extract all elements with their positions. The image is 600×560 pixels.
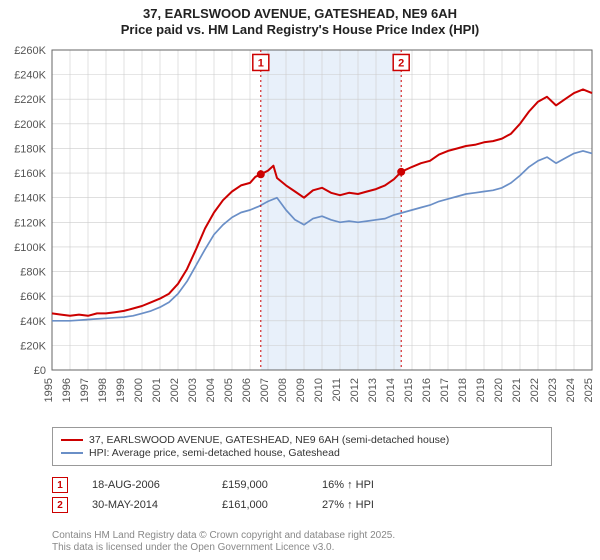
footer-attribution: Contains HM Land Registry data © Crown c… <box>52 530 395 554</box>
svg-text:2013: 2013 <box>367 378 379 402</box>
svg-text:2005: 2005 <box>223 378 235 402</box>
svg-text:2014: 2014 <box>385 378 397 402</box>
svg-text:2020: 2020 <box>493 378 505 402</box>
sale-diff: 27% ↑ HPI <box>322 499 442 511</box>
footer-line: Contains HM Land Registry data © Crown c… <box>52 530 395 542</box>
sales-table: 1 18-AUG-2006 £159,000 16% ↑ HPI 2 30-MA… <box>52 473 442 517</box>
legend-item: 37, EARLSWOOD AVENUE, GATESHEAD, NE9 6AH… <box>61 434 543 446</box>
svg-text:£260K: £260K <box>14 45 46 57</box>
svg-text:£20K: £20K <box>20 340 46 352</box>
sale-date: 18-AUG-2006 <box>92 479 222 491</box>
table-row: 2 30-MAY-2014 £161,000 27% ↑ HPI <box>52 497 442 513</box>
svg-text:2018: 2018 <box>457 378 469 402</box>
legend-swatch <box>61 439 83 442</box>
chart-container: 37, EARLSWOOD AVENUE, GATESHEAD, NE9 6AH… <box>0 0 600 560</box>
svg-text:2017: 2017 <box>439 378 451 402</box>
svg-text:2021: 2021 <box>511 378 523 402</box>
svg-text:2009: 2009 <box>295 378 307 402</box>
svg-text:2024: 2024 <box>565 378 577 402</box>
svg-text:2012: 2012 <box>349 378 361 402</box>
svg-text:2016: 2016 <box>421 378 433 402</box>
svg-text:2010: 2010 <box>313 378 325 402</box>
svg-text:2007: 2007 <box>259 378 271 402</box>
svg-text:2025: 2025 <box>583 378 595 402</box>
table-row: 1 18-AUG-2006 £159,000 16% ↑ HPI <box>52 477 442 493</box>
sale-marker-1: 1 <box>52 477 68 493</box>
svg-text:2022: 2022 <box>529 378 541 402</box>
chart-area: £0 £20K £40K £60K £80K £100K £120K £140K £160K £1… <box>0 40 600 420</box>
svg-text:2011: 2011 <box>331 378 343 402</box>
svg-text:£100K: £100K <box>14 242 46 254</box>
svg-text:£40K: £40K <box>20 316 46 328</box>
svg-text:£120K: £120K <box>14 217 46 229</box>
svg-text:2003: 2003 <box>187 378 199 402</box>
svg-text:1995: 1995 <box>43 378 55 402</box>
svg-text:2001: 2001 <box>151 378 163 402</box>
footer-line: This data is licensed under the Open Gov… <box>52 542 395 554</box>
svg-text:1998: 1998 <box>97 378 109 402</box>
svg-text:1996: 1996 <box>61 378 73 402</box>
svg-text:2008: 2008 <box>277 378 289 402</box>
svg-text:2006: 2006 <box>241 378 253 402</box>
svg-text:1999: 1999 <box>115 378 127 402</box>
svg-text:£240K: £240K <box>14 70 46 82</box>
sale-price: £161,000 <box>222 499 322 511</box>
svg-text:1997: 1997 <box>79 378 91 402</box>
svg-text:2015: 2015 <box>403 378 415 402</box>
svg-text:£0: £0 <box>34 365 46 377</box>
svg-text:£180K: £180K <box>14 143 46 155</box>
svg-text:2002: 2002 <box>169 378 181 402</box>
svg-text:1: 1 <box>258 57 264 69</box>
chart-title-line2: Price paid vs. HM Land Registry's House … <box>0 22 600 38</box>
svg-text:£160K: £160K <box>14 168 46 180</box>
svg-text:£200K: £200K <box>14 119 46 131</box>
svg-text:£220K: £220K <box>14 94 46 106</box>
svg-text:2: 2 <box>398 57 404 69</box>
legend: 37, EARLSWOOD AVENUE, GATESHEAD, NE9 6AH… <box>52 427 552 466</box>
svg-text:2000: 2000 <box>133 378 145 402</box>
svg-text:£60K: £60K <box>20 291 46 303</box>
chart-title-line1: 37, EARLSWOOD AVENUE, GATESHEAD, NE9 6AH <box>0 0 600 22</box>
svg-text:2004: 2004 <box>205 378 217 402</box>
legend-label: HPI: Average price, semi-detached house,… <box>89 447 340 459</box>
sale-price: £159,000 <box>222 479 322 491</box>
legend-item: HPI: Average price, semi-detached house,… <box>61 447 543 459</box>
sale-date: 30-MAY-2014 <box>92 499 222 511</box>
svg-text:£140K: £140K <box>14 193 46 205</box>
legend-swatch <box>61 452 83 455</box>
svg-text:£80K: £80K <box>20 267 46 279</box>
sale-marker-2: 2 <box>52 497 68 513</box>
svg-text:2019: 2019 <box>475 378 487 402</box>
svg-text:2023: 2023 <box>547 378 559 402</box>
sale-diff: 16% ↑ HPI <box>322 479 442 491</box>
legend-label: 37, EARLSWOOD AVENUE, GATESHEAD, NE9 6AH… <box>89 434 449 446</box>
